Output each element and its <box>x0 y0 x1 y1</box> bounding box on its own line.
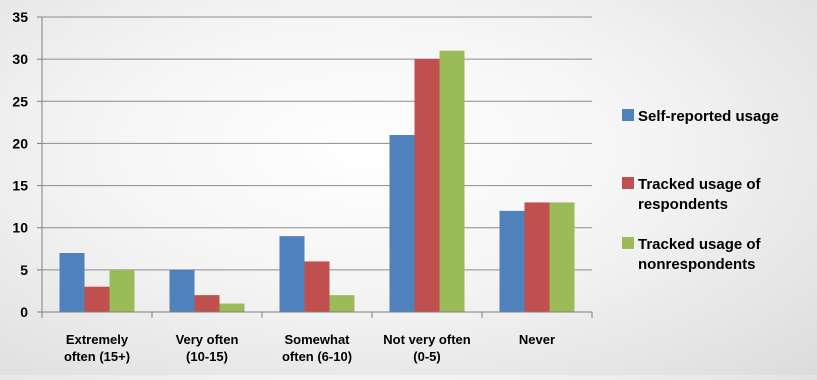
bar-2-1 <box>304 261 330 312</box>
legend-label-line: respondents <box>638 196 728 213</box>
bar-0-2 <box>109 269 135 312</box>
bar-3-0 <box>389 135 415 312</box>
x-category-label-line: (10-15) <box>186 349 228 364</box>
legend-label-line: Tracked usage of <box>638 176 762 193</box>
legend-label: Self-reported usage <box>638 108 779 125</box>
x-category-label: Never <box>519 332 555 347</box>
y-tick-label: 10 <box>12 220 28 236</box>
x-category-label: Very often (10-15) <box>176 332 239 364</box>
gridlines <box>42 16 592 271</box>
x-category-label-line: often (6-10) <box>282 349 352 364</box>
x-category-label-line: (0-5) <box>413 349 440 364</box>
x-category-label-line: often (15+) <box>64 349 130 364</box>
legend-label: Tracked usage of nonrespondents <box>638 236 762 273</box>
y-tick-label: 5 <box>20 262 28 278</box>
legend-swatch <box>622 237 634 249</box>
legend-label-line: nonrespondents <box>638 256 756 273</box>
bars <box>59 50 575 313</box>
legend-label-line: Self-reported usage <box>638 108 779 125</box>
legend-swatch <box>622 109 634 121</box>
bar-3-2 <box>439 50 465 312</box>
legend-label: Tracked usage of respondents <box>638 176 762 213</box>
x-category-label-line: Somewhat <box>284 332 350 347</box>
x-category-label: Not very often (0-5) <box>383 332 470 364</box>
bar-1-1 <box>194 295 220 312</box>
legend-label-line: Tracked usage of <box>638 236 762 253</box>
x-category-label-line: Extremely <box>66 332 129 347</box>
x-axis-labels: Extremely often (15+) Very often (10-15) Som… <box>64 332 555 364</box>
bar-4-2 <box>549 202 575 312</box>
y-tick-label: 25 <box>12 93 28 109</box>
x-category-label: Somewhat often (6-10) <box>282 332 352 364</box>
x-category-label-line: Very often <box>176 332 239 347</box>
x-category-label-line: Not very often <box>383 332 470 347</box>
bar-0-0 <box>59 253 85 312</box>
axes <box>41 17 593 318</box>
y-tick-label: 35 <box>12 9 28 25</box>
x-category-label: Extremely often (15+) <box>64 332 130 364</box>
bar-3-1 <box>414 59 440 313</box>
bar-1-2 <box>219 303 245 312</box>
bar-1-0 <box>169 269 195 312</box>
bar-2-0 <box>279 236 305 312</box>
legend-swatch <box>622 177 634 189</box>
y-axis-ticks: 0 5 10 15 20 25 30 35 <box>12 9 42 320</box>
bar-4-0 <box>499 210 525 312</box>
legend: Self-reported usage Tracked usage of respo… <box>622 108 779 273</box>
y-tick-label: 30 <box>12 51 28 67</box>
bar-2-2 <box>329 295 355 312</box>
bar-0-1 <box>84 286 110 312</box>
y-tick-label: 20 <box>12 135 28 151</box>
y-tick-label: 15 <box>12 178 28 194</box>
x-category-label-line: Never <box>519 332 555 347</box>
bar-4-1 <box>524 202 550 312</box>
y-tick-label: 0 <box>20 304 28 320</box>
